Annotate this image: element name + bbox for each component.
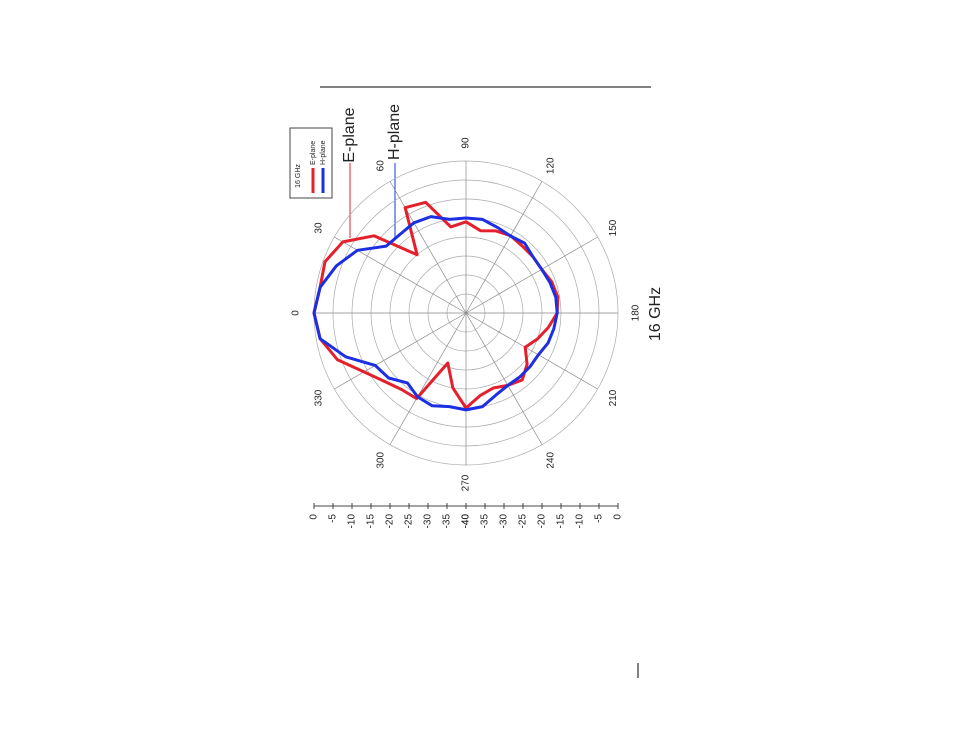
radial-tick-label: -30 xyxy=(423,514,434,529)
theta-tick-label: 330 xyxy=(313,389,324,406)
radial-tick-label: -25 xyxy=(404,514,415,529)
radial-tick-label: -20 xyxy=(537,514,548,529)
legend-title: 16 GHz xyxy=(295,164,302,188)
annotation: E-plane xyxy=(341,107,358,162)
annotation: 16 GHz xyxy=(647,287,664,341)
theta-tick-label: 150 xyxy=(608,219,619,236)
grid-spoke xyxy=(465,312,543,445)
radial-tick-label: -40 xyxy=(461,514,472,529)
radial-tick-label: -35 xyxy=(442,514,453,529)
radial-tick-label: -35 xyxy=(480,514,491,529)
legend-label: E-plane xyxy=(310,141,317,165)
radial-tick-label: -40 xyxy=(461,514,472,529)
theta-tick-label: 270 xyxy=(461,474,472,491)
grid-spoke xyxy=(389,181,467,314)
theta-tick-label: 60 xyxy=(376,160,387,172)
radial-tick-label: -5 xyxy=(328,514,339,523)
radial-tick-label: -10 xyxy=(575,514,586,529)
grid-spoke xyxy=(465,236,598,314)
series-line xyxy=(312,215,559,412)
theta-tick-label: 300 xyxy=(376,451,387,468)
legend-box xyxy=(289,127,333,199)
grid-spoke xyxy=(465,312,598,390)
radial-tick-label: -15 xyxy=(556,514,567,529)
radial-tick-label: -25 xyxy=(518,514,529,529)
theta-tick-label: 180 xyxy=(631,304,642,321)
theta-tick-label: 90 xyxy=(461,137,472,149)
theta-tick-label: 240 xyxy=(546,451,557,468)
grid-spoke xyxy=(389,312,467,445)
legend-label: H-plane xyxy=(320,140,327,165)
theta-tick-label: 0 xyxy=(291,310,302,316)
grid-spoke xyxy=(465,181,543,314)
theta-tick-label: 30 xyxy=(313,222,324,234)
radial-tick-label: -5 xyxy=(594,514,605,523)
radial-tick-label: -10 xyxy=(347,514,358,529)
radial-tick-label: 0 xyxy=(309,514,320,520)
annotation: H-plane xyxy=(386,104,403,160)
theta-tick-label: 120 xyxy=(546,157,557,174)
grid-spoke xyxy=(334,312,467,390)
theta-tick-label: 210 xyxy=(608,389,619,406)
radial-tick-label: -20 xyxy=(385,514,396,529)
radial-tick-label: -15 xyxy=(366,514,377,529)
radial-tick-label: 0 xyxy=(613,514,624,520)
radial-tick-label: -30 xyxy=(499,514,510,529)
